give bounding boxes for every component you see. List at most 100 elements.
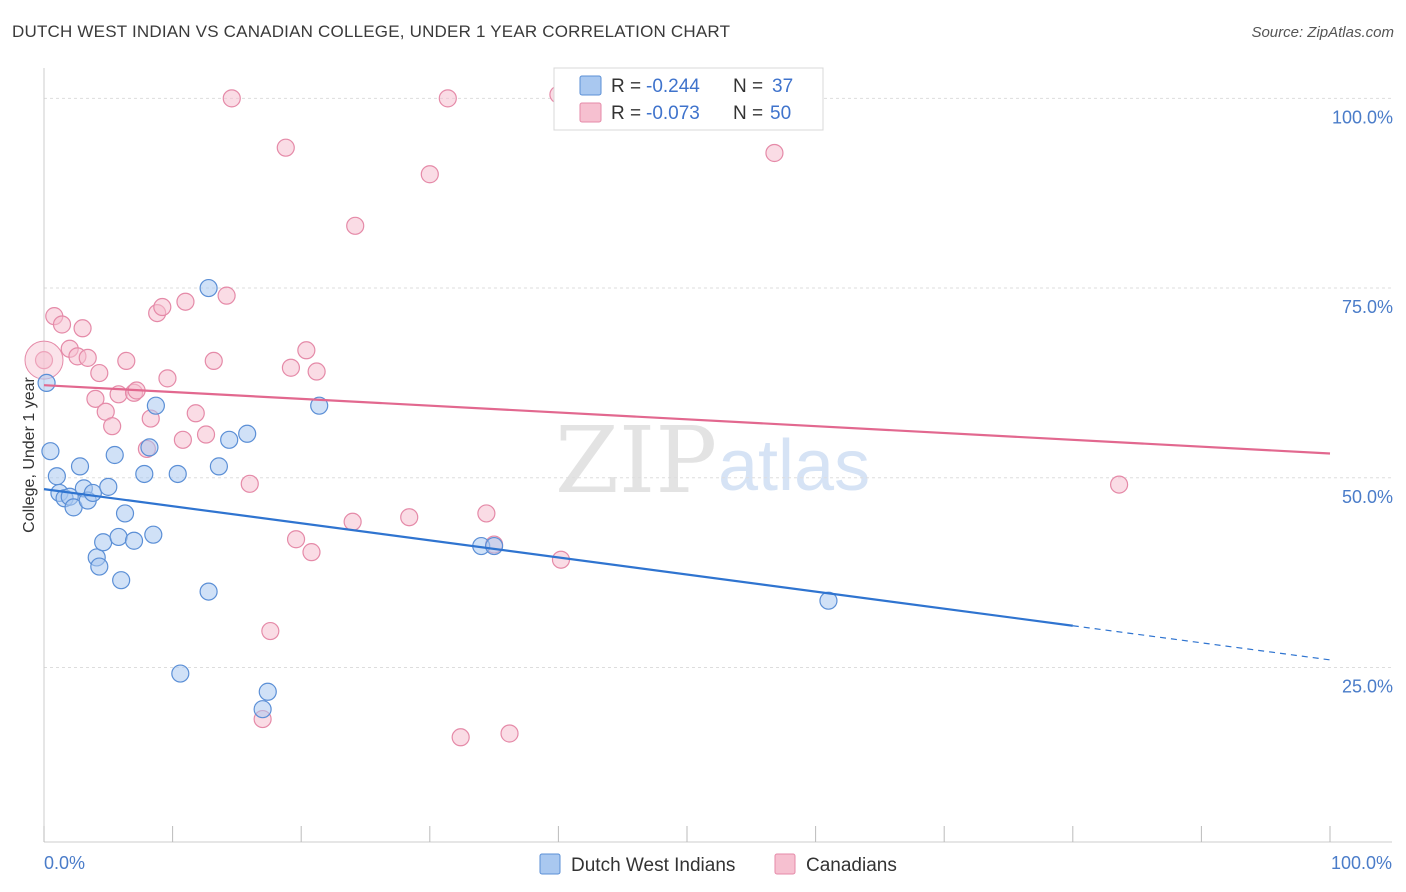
canadians-point xyxy=(400,508,419,527)
canadians-point xyxy=(500,724,519,743)
dutch-west-indians-point xyxy=(83,483,102,503)
canadians-point xyxy=(86,389,105,408)
watermark-zip: ZIP xyxy=(555,407,717,514)
canadians-point xyxy=(276,138,295,157)
dutch-west-indians-point xyxy=(199,582,218,601)
dutch-west-indians-point xyxy=(168,464,187,484)
legend-swatch-blue xyxy=(579,75,602,96)
canadians-point xyxy=(765,143,784,163)
dutch-west-indians-trend-extension xyxy=(1072,625,1331,661)
bottom-legend-swatch-pink xyxy=(774,853,796,875)
y-tick-label: 50.0% xyxy=(1342,487,1393,507)
dutch-west-indians-point xyxy=(171,664,190,683)
legend-n-label-pink: N = xyxy=(733,103,763,124)
watermark-atlas: atlas xyxy=(718,426,870,506)
dutch-west-indians-point xyxy=(105,445,124,465)
dutch-west-indians-point xyxy=(135,464,154,484)
dutch-west-indians-point xyxy=(310,396,329,415)
gridlines xyxy=(44,97,1392,668)
canadians-point xyxy=(90,363,109,383)
dutch-west-indians-point xyxy=(209,457,228,476)
x-tick-label-min: 0.0% xyxy=(44,853,85,873)
legend-n-label-blue: N = xyxy=(733,76,763,97)
canadians-point xyxy=(173,430,192,449)
canadians-point xyxy=(307,362,326,381)
canadians-point xyxy=(420,165,439,184)
dutch-west-indians-point xyxy=(109,527,128,547)
y-axis-label: College, Under 1 year xyxy=(21,377,38,533)
dutch-west-indians-point xyxy=(99,477,118,496)
stats-legend: R = -0.244 N = 37 R = -0.073 N = 50 xyxy=(553,67,824,131)
canadians-point xyxy=(153,297,172,317)
dutch-west-indians-points xyxy=(37,278,838,719)
dutch-west-indians-point xyxy=(70,457,90,476)
bottom-legend-label-blue: Dutch West Indians xyxy=(571,855,735,876)
dutch-west-indians-trend-line xyxy=(43,488,1073,627)
x-tick-label-max: 100.0% xyxy=(1331,853,1392,873)
legend-swatch-pink xyxy=(579,102,602,123)
canadians-point xyxy=(1109,475,1129,494)
canadians-point xyxy=(117,351,136,371)
dutch-west-indians-point xyxy=(238,424,257,443)
y-tick-label: 100.0% xyxy=(1332,107,1393,127)
canadians-point xyxy=(217,286,236,305)
trend-lines xyxy=(43,384,1331,661)
canadians-point xyxy=(34,351,54,370)
canadians-point xyxy=(78,348,97,367)
canadians-point xyxy=(103,417,122,436)
canadians-point xyxy=(302,543,321,562)
source-label: Source: ZipAtlas.com xyxy=(1251,24,1394,41)
dutch-west-indians-point xyxy=(140,438,159,457)
legend-r-value-pink: -0.073 xyxy=(646,103,700,124)
canadians-point-large xyxy=(24,340,64,380)
dutch-west-indians-point xyxy=(37,373,56,393)
bottom-legend-swatch-blue xyxy=(539,853,561,875)
canadians-point xyxy=(346,216,365,235)
dutch-west-indians-point xyxy=(258,682,277,701)
canadians-point xyxy=(286,530,306,549)
dutch-west-indians-point xyxy=(220,430,239,449)
dutch-west-indians-point xyxy=(90,557,109,576)
dutch-west-indians-point xyxy=(144,525,163,544)
canadians-point xyxy=(343,512,362,531)
canadians-point xyxy=(451,728,470,747)
canadians-point xyxy=(204,351,223,371)
canadians-point xyxy=(176,292,195,311)
bottom-legend-label-pink: Canadians xyxy=(806,855,897,876)
dutch-west-indians-point xyxy=(47,467,66,486)
y-tick-label: 25.0% xyxy=(1342,676,1393,696)
x-ticks xyxy=(43,826,1331,842)
watermark: ZIP atlas xyxy=(555,407,870,514)
canadians-point xyxy=(551,550,571,569)
dutch-west-indians-point xyxy=(146,396,165,415)
canadians-point xyxy=(438,89,457,108)
dutch-west-indians-point xyxy=(115,504,135,523)
legend-r-label-pink: R = xyxy=(611,103,641,124)
canadians-point xyxy=(186,404,205,423)
dutch-west-indians-point xyxy=(94,533,113,552)
dutch-west-indians-point xyxy=(485,536,504,556)
y-tick-label: 75.0% xyxy=(1342,297,1393,317)
canadians-point xyxy=(73,319,92,338)
canadians-point xyxy=(281,358,301,377)
canadians-point xyxy=(477,504,496,523)
dutch-west-indians-point xyxy=(199,278,218,298)
chart-title: DUTCH WEST INDIAN VS CANADIAN COLLEGE, U… xyxy=(12,22,731,41)
canadians-points xyxy=(24,85,1129,747)
legend-n-value-blue: 37 xyxy=(772,76,793,97)
dutch-west-indians-point xyxy=(41,442,60,461)
canadians-point xyxy=(297,341,316,360)
legend-n-value-pink: 50 xyxy=(770,103,791,124)
canadians-point xyxy=(240,474,259,493)
dutch-west-indians-point xyxy=(253,700,272,719)
canadians-point xyxy=(52,315,72,334)
dutch-west-indians-point xyxy=(124,531,144,550)
canadians-point xyxy=(158,369,177,388)
canadians-point xyxy=(261,621,280,641)
dutch-west-indians-point xyxy=(112,571,131,590)
legend-r-label-blue: R = xyxy=(611,76,641,97)
y-tick-labels: 25.0% 50.0% 75.0% 100.0% xyxy=(1332,107,1393,696)
canadians-trend-line xyxy=(43,384,1331,455)
legend-r-value-blue: -0.244 xyxy=(646,76,700,97)
